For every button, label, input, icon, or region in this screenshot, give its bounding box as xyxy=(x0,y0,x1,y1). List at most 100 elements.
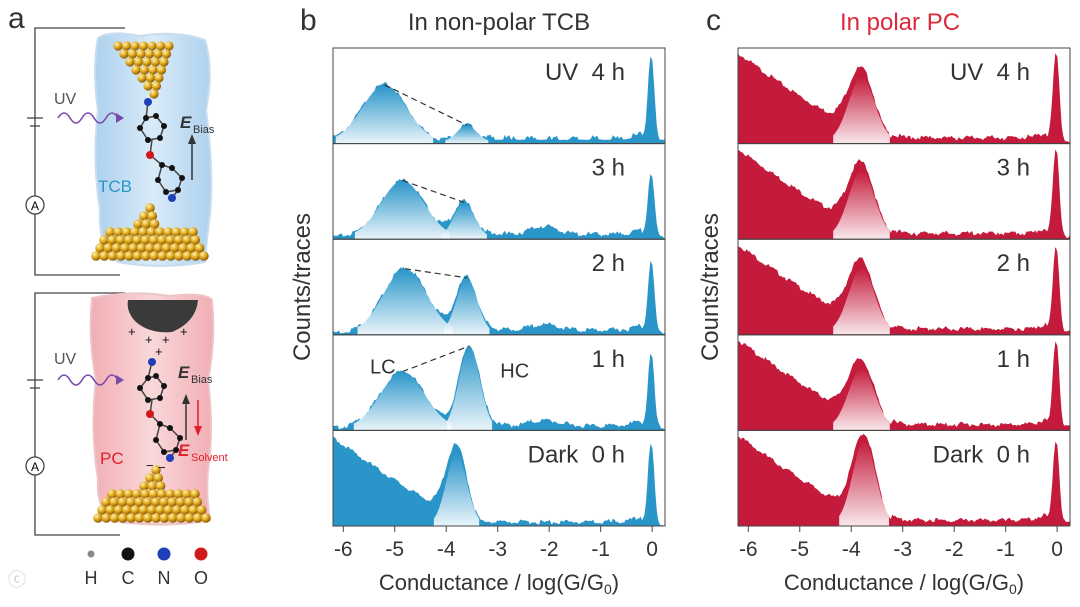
peak-highlight xyxy=(354,180,451,240)
peak-connector xyxy=(402,179,465,203)
histogram-area xyxy=(737,245,1071,336)
histogram-panel: 2 h xyxy=(332,238,666,336)
histogram-panel: UV 4 h xyxy=(737,47,1071,145)
peak-highlight xyxy=(441,202,487,240)
atom-swatch-o xyxy=(194,547,208,561)
panel-letter-c: c xyxy=(706,4,721,37)
field-sub-bottom: Bias xyxy=(191,374,213,386)
peak-highlight xyxy=(353,371,452,431)
peak-highlight xyxy=(357,268,453,335)
peak-highlight xyxy=(335,85,434,144)
field-label-top: E xyxy=(180,113,192,132)
x-axis-label: Conductance / log(G/G0) xyxy=(784,570,1024,597)
uv-label-bottom: UV xyxy=(54,351,77,368)
peak-highlight xyxy=(445,125,489,144)
ammeter-label-bottom: A xyxy=(31,460,39,474)
ammeter-icon xyxy=(25,456,45,476)
panel-label: UV 4 h xyxy=(545,59,625,86)
circuit-wire-bottom xyxy=(34,292,125,536)
chart-title: In polar PC xyxy=(840,9,960,36)
peak-highlight xyxy=(833,170,890,240)
panel-label: UV 4 h xyxy=(950,59,1030,86)
panel-frame xyxy=(332,429,666,527)
svg-text:−: − xyxy=(158,460,166,475)
peak-highlight xyxy=(444,278,490,335)
panel-letter-b: b xyxy=(300,4,317,37)
y-axis-label: Counts/traces xyxy=(289,213,316,361)
histogram-area xyxy=(737,149,1071,240)
svg-text:+: + xyxy=(180,324,188,339)
svg-text:+: + xyxy=(128,324,136,339)
tip-bottom-dark xyxy=(127,300,198,333)
solvent-label-pc: PC xyxy=(100,449,124,468)
atom-swatch-c xyxy=(121,547,135,561)
x-tick-label: 0 xyxy=(1051,538,1063,561)
field-sub-top: Bias xyxy=(193,124,215,136)
svg-text:−: − xyxy=(146,458,154,473)
x-tick-label: -3 xyxy=(488,538,507,561)
histogram-panel: 1 h xyxy=(737,334,1071,431)
gold-electrode-bottom-panel xyxy=(93,465,211,523)
histogram-panel: 2 h xyxy=(737,238,1071,336)
peak-highlight xyxy=(833,76,890,144)
x-tick-label: -4 xyxy=(842,538,861,561)
tcb-solvent-region xyxy=(94,32,213,267)
atom-swatch-h xyxy=(87,550,95,558)
x-axis-label: Conductance / log(G/G0) xyxy=(379,570,619,597)
panel-frame xyxy=(737,429,1071,527)
panel-label: 2 h xyxy=(592,250,625,277)
panel-label: 2 h xyxy=(997,250,1030,277)
pc-solvent-region xyxy=(89,292,215,526)
watermark: ⓒ xyxy=(8,570,26,591)
x-tick-label: -2 xyxy=(540,538,559,561)
circuit-wire-top xyxy=(34,27,125,276)
solvent-field-sub: Solvent xyxy=(191,452,228,464)
panel-letter-a: a xyxy=(8,2,25,35)
svg-text:+: + xyxy=(162,332,170,347)
uv-wave-icon xyxy=(57,112,119,124)
peak-connector xyxy=(404,268,467,279)
atom-label: H xyxy=(85,568,98,588)
peak-highlight xyxy=(833,368,890,431)
x-tick-label: -3 xyxy=(893,538,912,561)
histogram-panel: Dark 0 h xyxy=(332,429,666,527)
y-axis-label: Counts/traces xyxy=(697,213,724,361)
annotation: HC xyxy=(500,360,529,382)
peak-highlight xyxy=(433,453,480,526)
svg-text:+: + xyxy=(155,344,163,359)
histogram-area xyxy=(737,433,1071,527)
histogram-panel: UV 4 h xyxy=(332,47,666,145)
x-tick-label: 0 xyxy=(646,538,658,561)
peak-connector xyxy=(402,345,470,373)
atom-label: N xyxy=(158,568,171,588)
histogram-panel: 3 h xyxy=(332,143,667,240)
ammeter-icon xyxy=(25,195,45,215)
uv-label-top: UV xyxy=(54,91,77,108)
histogram-panel: 3 h xyxy=(737,143,1071,240)
x-tick-label: -4 xyxy=(437,538,456,561)
atom-label: O xyxy=(194,568,208,588)
atom-label: C xyxy=(122,568,135,588)
panel-label: 1 h xyxy=(997,346,1030,373)
histogram-area xyxy=(737,53,1071,144)
peak-highlight xyxy=(833,267,890,335)
x-tick-label: -6 xyxy=(334,538,353,561)
chart-title: In non-polar TCB xyxy=(408,9,590,36)
x-tick-label: -5 xyxy=(385,538,404,561)
panel-label: 1 h xyxy=(592,346,625,373)
panel-label: 3 h xyxy=(592,155,625,182)
peak-highlight xyxy=(839,440,890,526)
gold-tip-top xyxy=(113,41,174,99)
gold-electrode-top-panel xyxy=(91,203,209,261)
panel-label: 3 h xyxy=(997,155,1030,182)
x-tick-label: -6 xyxy=(739,538,758,561)
histogram-area xyxy=(332,436,665,527)
panel-label: Dark 0 h xyxy=(528,441,625,468)
solvent-label-tcb: TCB xyxy=(98,177,132,196)
x-tick-label: -2 xyxy=(945,538,964,561)
histogram-panel: 1 h LC HC xyxy=(332,334,666,431)
chart-c: c In polar PC UV 4 h 3 h 2 h 1 h Dark 0 h -6 -5 -… xyxy=(697,4,1071,597)
chart-b: b In non-polar TCB UV 4 h 3 h 2 h 1 h LC HC Dark… xyxy=(289,4,667,597)
solvent-field-label: E xyxy=(178,441,190,460)
